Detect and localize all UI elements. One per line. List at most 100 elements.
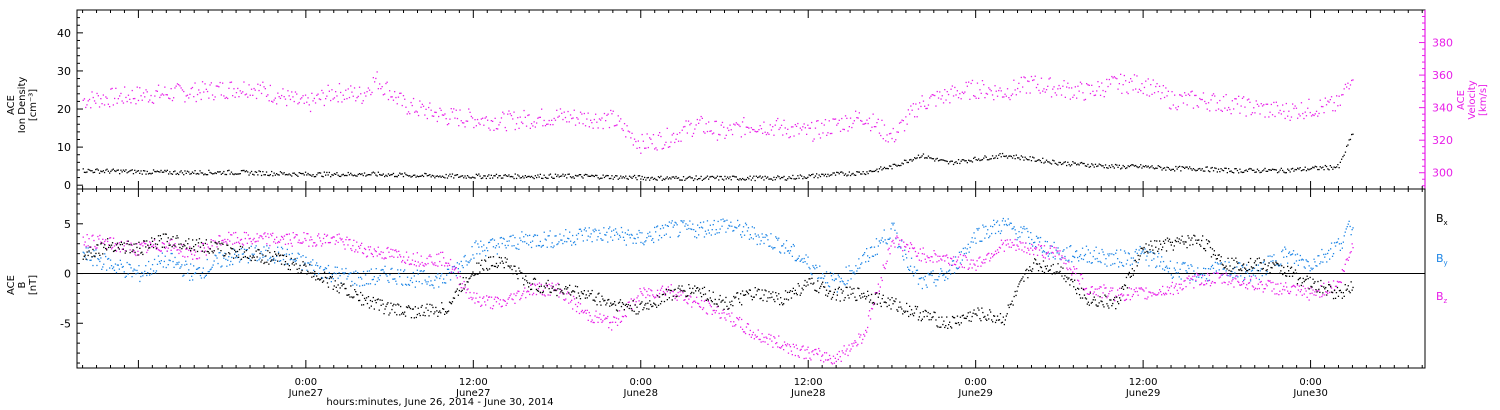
by-series-point: [1280, 263, 1282, 265]
density-series-point: [200, 172, 202, 174]
density-series-point: [485, 177, 487, 180]
velocity-series-point: [602, 127, 604, 130]
density-series-point: [940, 159, 942, 161]
velocity-series-point: [1325, 104, 1328, 106]
bz-series-point: [437, 265, 439, 267]
bz-series-point: [323, 233, 326, 235]
velocity-series-point: [773, 134, 775, 136]
by-series-point: [379, 274, 381, 277]
density-series-point: [209, 171, 211, 174]
by-series-point: [408, 284, 411, 286]
by-series-point: [1311, 268, 1313, 271]
velocity-series-point: [989, 88, 991, 91]
by-series-point: [384, 265, 386, 267]
bz-series-point: [1241, 283, 1243, 286]
bx-series-point: [199, 246, 202, 248]
by-series-point: [854, 273, 856, 275]
by-series-point: [1315, 265, 1317, 267]
by-series-point: [353, 271, 355, 273]
bz-series-point: [1025, 242, 1027, 244]
density-series-point: [431, 174, 433, 177]
bz-series-point: [867, 326, 869, 329]
by-series-point: [241, 253, 244, 255]
velocity-series-point: [1199, 97, 1201, 100]
by-series-point: [713, 219, 715, 222]
velocity-series-point: [1274, 115, 1276, 118]
density-series-point: [115, 170, 117, 173]
bz-series-point: [726, 313, 728, 315]
bx-series-point: [258, 249, 260, 251]
by-series-point: [819, 265, 821, 267]
velocity-series-point: [659, 132, 661, 134]
density-series-point: [912, 159, 914, 161]
by-series-point: [923, 279, 925, 281]
bz-series-point: [829, 357, 832, 360]
by-series-point: [155, 270, 158, 272]
by-series-point: [1202, 273, 1204, 275]
by-series-point: [1118, 266, 1120, 268]
by-series-point: [582, 240, 584, 242]
density-series-point: [178, 173, 180, 176]
by-series-point: [1238, 262, 1240, 264]
velocity-series-point: [331, 89, 333, 91]
by-series-point: [1193, 270, 1195, 272]
bz-series-point: [858, 333, 860, 335]
bz-series-point: [383, 258, 385, 260]
by-series-point: [402, 284, 404, 286]
bz-series-point: [335, 240, 337, 242]
by-series-point: [469, 260, 471, 262]
by-series-point: [951, 260, 954, 262]
bz-series-point: [1256, 288, 1258, 290]
density-series-point: [741, 177, 744, 180]
bz-series-point: [1315, 294, 1317, 296]
bx-series-point: [162, 233, 164, 235]
bz-series-point: [1140, 287, 1142, 289]
velocity-series-point: [318, 98, 320, 100]
bz-series-point: [1276, 293, 1278, 295]
density-series-point: [101, 171, 103, 173]
velocity-series-point: [1239, 112, 1241, 114]
by-series-point: [240, 248, 243, 250]
by-series-point: [514, 237, 516, 239]
bz-series-point: [755, 336, 757, 338]
density-series-point: [1329, 165, 1331, 167]
bz-series-point: [699, 306, 702, 308]
velocity-series-point: [772, 126, 774, 128]
density-series-point: [1220, 168, 1222, 170]
by-series-point: [903, 259, 905, 261]
density-series-point: [1200, 169, 1202, 171]
bz-series-point: [511, 298, 513, 300]
bz-series-point: [1296, 284, 1299, 286]
velocity-series-point: [503, 113, 505, 115]
by-series-point: [1207, 268, 1210, 270]
velocity-series-point: [856, 117, 858, 119]
velocity-series-point: [591, 122, 593, 124]
by-series-point: [1345, 228, 1347, 230]
bz-series-point: [1158, 292, 1160, 294]
by-series-point: [1073, 256, 1075, 258]
by-series-point: [283, 254, 286, 256]
by-series-point: [1101, 248, 1103, 251]
bz-series-point: [1015, 249, 1017, 251]
by-series-point: [110, 265, 113, 267]
bz-series-point: [95, 247, 97, 249]
velocity-series-point: [1269, 111, 1271, 113]
density-series-point: [1122, 164, 1124, 167]
by-series-point: [816, 266, 818, 269]
velocity-series-point: [196, 93, 199, 96]
bz-series-point: [345, 239, 347, 241]
by-series-point: [821, 277, 823, 279]
velocity-series-point: [1020, 76, 1022, 79]
bz-series-point: [485, 304, 487, 306]
velocity-series-point: [926, 107, 928, 110]
bz-series-point: [815, 348, 817, 351]
bz-series-point: [269, 244, 271, 247]
density-series-point: [651, 176, 653, 178]
density-series-point: [605, 175, 607, 177]
bz-series-point: [838, 350, 840, 353]
bx-series-point: [141, 251, 143, 253]
bz-series-point: [1192, 275, 1194, 278]
velocity-series-point: [803, 123, 805, 125]
bz-series-point: [743, 331, 746, 333]
velocity-series-point: [537, 117, 539, 119]
